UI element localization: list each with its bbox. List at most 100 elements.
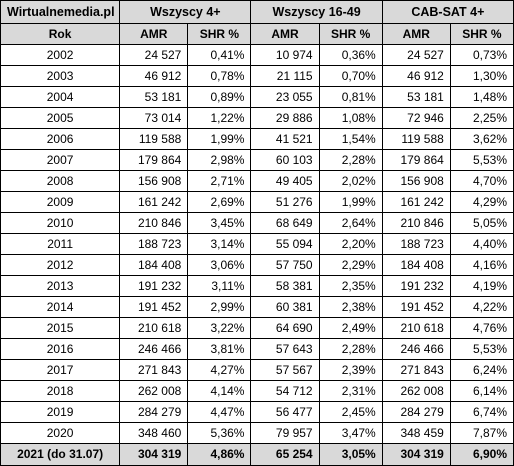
amr-cell: 60 103	[250, 149, 320, 171]
shr-cell: 2,25%	[449, 107, 514, 129]
table-row: 2006 119 588 1,99% 41 521 1,54% 119 588 3,62%	[0, 128, 514, 150]
shr-cell: 6,24%	[449, 359, 514, 381]
header-row: Wirtualnemedia.pl Wszyscy 4+ Wszyscy 16-…	[0, 0, 514, 24]
amr-cell: 271 843	[119, 359, 189, 381]
amr-cell: 119 588	[381, 128, 451, 150]
amr-cell: 156 908	[381, 170, 451, 192]
amr-cell: 73 014	[119, 107, 189, 129]
shr-cell: 2,20%	[318, 233, 383, 255]
amr-cell: 24 527	[381, 44, 451, 66]
shr-cell: 4,86%	[187, 443, 252, 466]
year-cell: 2014	[0, 296, 121, 318]
year-cell: 2002	[0, 44, 121, 66]
shr-cell: 2,39%	[318, 359, 383, 381]
amr-cell: 246 466	[119, 338, 189, 360]
shr-cell: 2,02%	[318, 170, 383, 192]
shr-cell: 5,53%	[449, 338, 514, 360]
amr-cell: 246 466	[381, 338, 451, 360]
shr-cell: 4,16%	[449, 254, 514, 276]
group-header-all-16-49: Wszyscy 16-49	[250, 0, 383, 24]
shr-cell: 3,06%	[187, 254, 252, 276]
shr-cell: 3,22%	[187, 317, 252, 339]
amr-cell: 191 232	[119, 275, 189, 297]
shr-cell: 2,99%	[187, 296, 252, 318]
shr-cell: 3,47%	[318, 422, 383, 444]
year-cell: 2013	[0, 275, 121, 297]
shr-cell: 2,31%	[318, 380, 383, 402]
amr-cell: 10 974	[250, 44, 320, 66]
shr-cell: 5,05%	[449, 212, 514, 234]
amr-cell: 184 408	[381, 254, 451, 276]
shr-cell: 2,49%	[318, 317, 383, 339]
amr-cell: 51 276	[250, 191, 320, 213]
shr-cell: 1,30%	[449, 65, 514, 87]
year-cell: 2012	[0, 254, 121, 276]
amr-cell: 119 588	[119, 128, 189, 150]
table-row: 2020 348 460 5,36% 79 957 3,47% 348 459 7,87%	[0, 422, 514, 444]
amr-cell: 64 690	[250, 317, 320, 339]
amr-cell: 188 723	[119, 233, 189, 255]
amr-cell: 24 527	[119, 44, 189, 66]
shr-cell: 4,19%	[449, 275, 514, 297]
amr-cell: 57 643	[250, 338, 320, 360]
shr-cell: 1,54%	[318, 128, 383, 150]
amr-cell: 210 846	[119, 212, 189, 234]
amr-cell: 23 055	[250, 86, 320, 108]
amr-cell: 304 319	[381, 443, 451, 466]
shr-column-header: SHR %	[318, 23, 383, 45]
amr-cell: 54 712	[250, 380, 320, 402]
amr-cell: 179 864	[119, 149, 189, 171]
year-cell: 2009	[0, 191, 121, 213]
shr-cell: 2,71%	[187, 170, 252, 192]
shr-cell: 2,64%	[318, 212, 383, 234]
shr-cell: 0,41%	[187, 44, 252, 66]
shr-cell: 6,90%	[449, 443, 514, 466]
amr-cell: 262 008	[119, 380, 189, 402]
year-cell: 2003	[0, 65, 121, 87]
amr-cell: 271 843	[381, 359, 451, 381]
amr-cell: 284 279	[381, 401, 451, 423]
amr-cell: 79 957	[250, 422, 320, 444]
amr-cell: 191 452	[381, 296, 451, 318]
year-cell: 2010	[0, 212, 121, 234]
amr-cell: 156 908	[119, 170, 189, 192]
shr-cell: 3,05%	[318, 443, 383, 466]
table-row: 2010 210 846 3,45% 68 649 2,64% 210 846 5,05%	[0, 212, 514, 234]
amr-cell: 53 181	[381, 86, 451, 108]
shr-column-header: SHR %	[449, 23, 514, 45]
shr-cell: 3,45%	[187, 212, 252, 234]
year-cell: 2007	[0, 149, 121, 171]
table-row: 2018 262 008 4,14% 54 712 2,31% 262 008 6,14%	[0, 380, 514, 402]
amr-cell: 41 521	[250, 128, 320, 150]
amr-cell: 348 460	[119, 422, 189, 444]
year-cell: 2004	[0, 86, 121, 108]
shr-cell: 4,70%	[449, 170, 514, 192]
year-cell: 2021 (do 31.07)	[0, 443, 121, 466]
amr-cell: 58 381	[250, 275, 320, 297]
amr-cell: 46 912	[119, 65, 189, 87]
table-row: 2008 156 908 2,71% 49 405 2,02% 156 908 4,70%	[0, 170, 514, 192]
shr-cell: 1,08%	[318, 107, 383, 129]
year-column-header: Rok	[0, 23, 121, 45]
amr-column-header: AMR	[381, 23, 451, 45]
year-cell: 2008	[0, 170, 121, 192]
table-row: 2016 246 466 3,81% 57 643 2,28% 246 466 5,53%	[0, 338, 514, 360]
amr-cell: 179 864	[381, 149, 451, 171]
shr-cell: 2,28%	[318, 149, 383, 171]
amr-cell: 57 750	[250, 254, 320, 276]
shr-cell: 0,73%	[449, 44, 514, 66]
table-row: 2014 191 452 2,99% 60 381 2,38% 191 452 4,22%	[0, 296, 514, 318]
year-cell: 2019	[0, 401, 121, 423]
shr-cell: 4,47%	[187, 401, 252, 423]
amr-cell: 191 452	[119, 296, 189, 318]
amr-cell: 57 567	[250, 359, 320, 381]
amr-cell: 46 912	[381, 65, 451, 87]
amr-cell: 72 946	[381, 107, 451, 129]
amr-cell: 210 846	[381, 212, 451, 234]
shr-cell: 4,14%	[187, 380, 252, 402]
table-row: 2004 53 181 0,89% 23 055 0,81% 53 181 1,48%	[0, 86, 514, 108]
subheader-row: Rok AMR SHR % AMR SHR % AMR SHR %	[0, 23, 514, 45]
amr-cell: 21 115	[250, 65, 320, 87]
table-row: 2007 179 864 2,98% 60 103 2,28% 179 864 5,53%	[0, 149, 514, 171]
shr-cell: 4,27%	[187, 359, 252, 381]
